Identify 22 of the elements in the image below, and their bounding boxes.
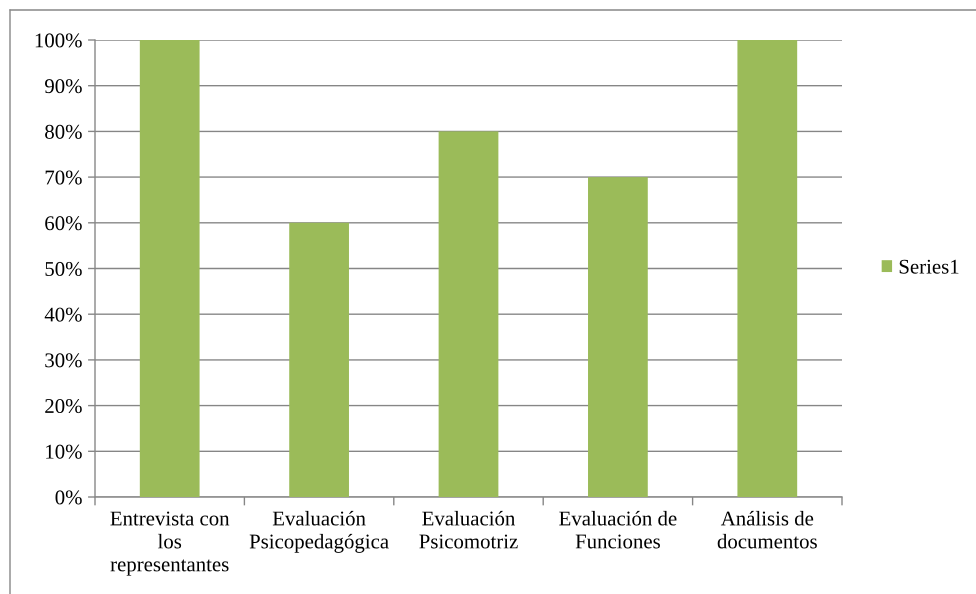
- legend-label: Series1: [900, 260, 958, 274]
- y-tick-label: 100%: [36, 33, 82, 48]
- x-tick-label: Evaluación de Funciones: [559, 510, 676, 548]
- y-tick-label: 30%: [45, 353, 82, 368]
- y-tick-label: 10%: [46, 444, 82, 459]
- x-tick-label: Entrevista con los representantes: [110, 512, 230, 576]
- y-tick-label: 60%: [45, 216, 82, 230]
- y-tick-label: 80%: [45, 124, 82, 139]
- y-tick-label: 90%: [44, 79, 82, 94]
- x-tick-label: Análisis de documentos: [718, 510, 817, 548]
- bar: [588, 177, 648, 497]
- y-tick-label: 20%: [45, 398, 82, 414]
- x-tick-label: Evaluación Psicopedagógica: [250, 510, 389, 553]
- y-tick-label: 0%: [56, 490, 82, 504]
- bar: [438, 131, 498, 497]
- y-tick-label: 70%: [46, 170, 82, 185]
- bar: [737, 40, 798, 497]
- y-tick-label: 40%: [44, 308, 82, 322]
- x-tick-label: Evaluación Psicomotriz: [419, 510, 518, 548]
- y-tick-label: 50%: [46, 262, 82, 276]
- bar: [140, 40, 200, 497]
- bar: [289, 222, 349, 497]
